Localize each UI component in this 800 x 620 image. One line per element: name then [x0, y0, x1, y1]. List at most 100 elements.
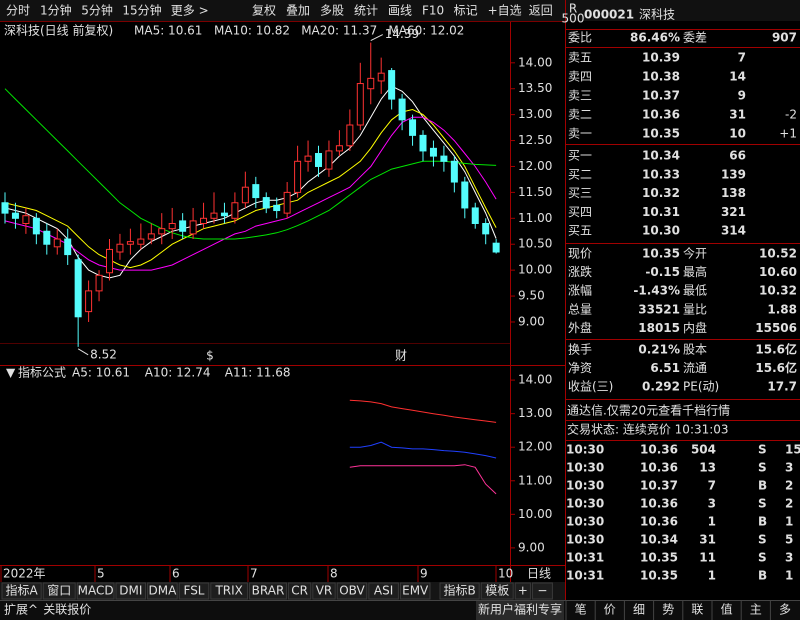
candle-body — [116, 243, 124, 253]
tab[interactable] — [147, 582, 178, 600]
stat-label: 最高 — [683, 264, 707, 279]
book-price: 10.35 — [642, 127, 680, 141]
toolbar-item[interactable]: 15分钟 — [122, 3, 161, 18]
trade-cell: 10.36 — [640, 515, 678, 529]
toolbar-item[interactable]: 1分钟 — [40, 3, 72, 18]
y-tick-label: 9.50 — [518, 289, 545, 303]
book-price: 10.32 — [642, 186, 680, 200]
book-price: 10.31 — [642, 205, 680, 219]
toolbar-item[interactable]: 分时 — [6, 4, 30, 18]
trade-cell: 13 — [699, 461, 716, 475]
trade-cell: B — [758, 569, 767, 583]
footer-tab[interactable]: 多 — [779, 603, 791, 617]
tab[interactable] — [399, 582, 431, 600]
footer-tab[interactable]: 细 — [633, 603, 645, 617]
tab[interactable] — [287, 582, 312, 600]
footer-tab[interactable]: 价 — [604, 603, 616, 617]
badge: 500 — [562, 12, 585, 26]
tab[interactable] — [178, 582, 210, 600]
tab-label[interactable]: BRAR — [252, 584, 285, 598]
tab[interactable] — [368, 582, 399, 600]
candle-body — [252, 184, 260, 199]
toolbar-item[interactable]: 多股 — [320, 4, 344, 18]
toolbar-item[interactable]: +自选 — [488, 4, 522, 18]
tab-label[interactable]: DMA — [148, 584, 177, 598]
trade-cell: 10.36 — [640, 443, 678, 457]
trade-cell: 10.36 — [640, 497, 678, 511]
footer-tab[interactable]: 主 — [750, 603, 762, 617]
candle-body — [220, 212, 228, 217]
footer-item[interactable]: 关联报价 — [43, 602, 91, 617]
tab[interactable] — [480, 582, 514, 600]
toolbar-item[interactable]: 5分钟 — [81, 3, 113, 18]
toolbar-item[interactable]: 复权 — [252, 4, 276, 18]
book-price: 10.38 — [642, 70, 680, 84]
candle-body — [262, 197, 270, 209]
toolbar-item[interactable]: 标记 — [454, 4, 478, 18]
footer-bar — [0, 600, 800, 620]
trade-cell: 10.37 — [640, 479, 678, 493]
toolbar-item[interactable]: 叠加 — [286, 4, 310, 18]
tab[interactable] — [249, 582, 287, 600]
legend-entry: MA20: 11.37 — [301, 24, 377, 38]
promo-button[interactable] — [476, 601, 564, 620]
tab[interactable] — [531, 582, 553, 600]
event-marker: $ — [206, 349, 214, 363]
candle-body — [85, 290, 93, 313]
tab-label[interactable]: + — [518, 584, 528, 598]
promo-button-label[interactable]: 新用户福利专享 — [478, 602, 562, 617]
tab-label[interactable]: 指标A — [5, 583, 38, 598]
toolbar-item[interactable]: 画线 — [388, 4, 412, 18]
trade-cell: 3 — [708, 497, 716, 511]
tab-label[interactable]: MACD — [78, 584, 114, 598]
toolbar-item[interactable]: 返回 — [529, 4, 553, 18]
footer-tab[interactable]: 联 — [691, 603, 703, 617]
tab[interactable] — [76, 582, 115, 600]
candle-body — [147, 233, 155, 240]
tab[interactable] — [210, 582, 249, 600]
tab-label[interactable]: EMV — [402, 584, 429, 598]
trade-cell: S — [758, 497, 767, 511]
tab[interactable] — [312, 582, 336, 600]
trade-cell: S — [758, 551, 767, 565]
tab-label[interactable]: 模板 — [485, 584, 509, 598]
book-price: 10.30 — [642, 224, 680, 238]
tab-label[interactable]: 窗口 — [47, 584, 71, 598]
trade-cell: 10:30 — [566, 461, 604, 475]
candle-body — [95, 274, 103, 292]
toolbar-item[interactable]: 更多 > — [171, 4, 209, 18]
tab[interactable] — [439, 582, 480, 600]
candle-body — [74, 259, 82, 318]
toolbar-item[interactable]: 统计 — [354, 4, 378, 18]
candle-body — [450, 160, 458, 183]
trade-cell: 10.36 — [640, 461, 678, 475]
footer-tab[interactable]: 值 — [721, 602, 733, 617]
tab[interactable] — [115, 582, 147, 600]
tab-label[interactable]: 指标B — [443, 583, 475, 598]
trade-status: 交易状态: 连续竞价 10:31:03 — [567, 422, 729, 437]
candle-body — [126, 241, 134, 245]
tab-label[interactable]: VR — [316, 584, 333, 598]
candle-body — [43, 230, 51, 245]
tab[interactable] — [514, 582, 531, 600]
candle-body — [482, 222, 490, 235]
book-label: 买三 — [568, 186, 592, 200]
tab[interactable] — [42, 582, 76, 600]
tab-label[interactable]: DMI — [119, 584, 142, 598]
footer-tab[interactable]: 笔 — [575, 602, 587, 617]
tab-label[interactable]: FSL — [184, 584, 205, 598]
series-line — [349, 464, 497, 495]
tab-label[interactable]: OBV — [339, 584, 365, 598]
candle-body — [409, 119, 417, 136]
stat-value: 10.32 — [759, 284, 797, 298]
tab-label[interactable]: ASI — [374, 584, 393, 598]
value: 907 — [772, 31, 797, 45]
tab[interactable] — [336, 582, 368, 600]
toolbar-item[interactable]: F10 — [422, 4, 444, 18]
tab[interactable] — [1, 582, 42, 600]
tab-label[interactable]: CR — [291, 584, 308, 598]
tab-label[interactable]: TRIX — [214, 584, 242, 598]
footer-item[interactable]: 扩展^ — [4, 603, 38, 617]
footer-tab[interactable]: 势 — [662, 603, 674, 617]
tab-label[interactable]: − — [537, 584, 547, 598]
